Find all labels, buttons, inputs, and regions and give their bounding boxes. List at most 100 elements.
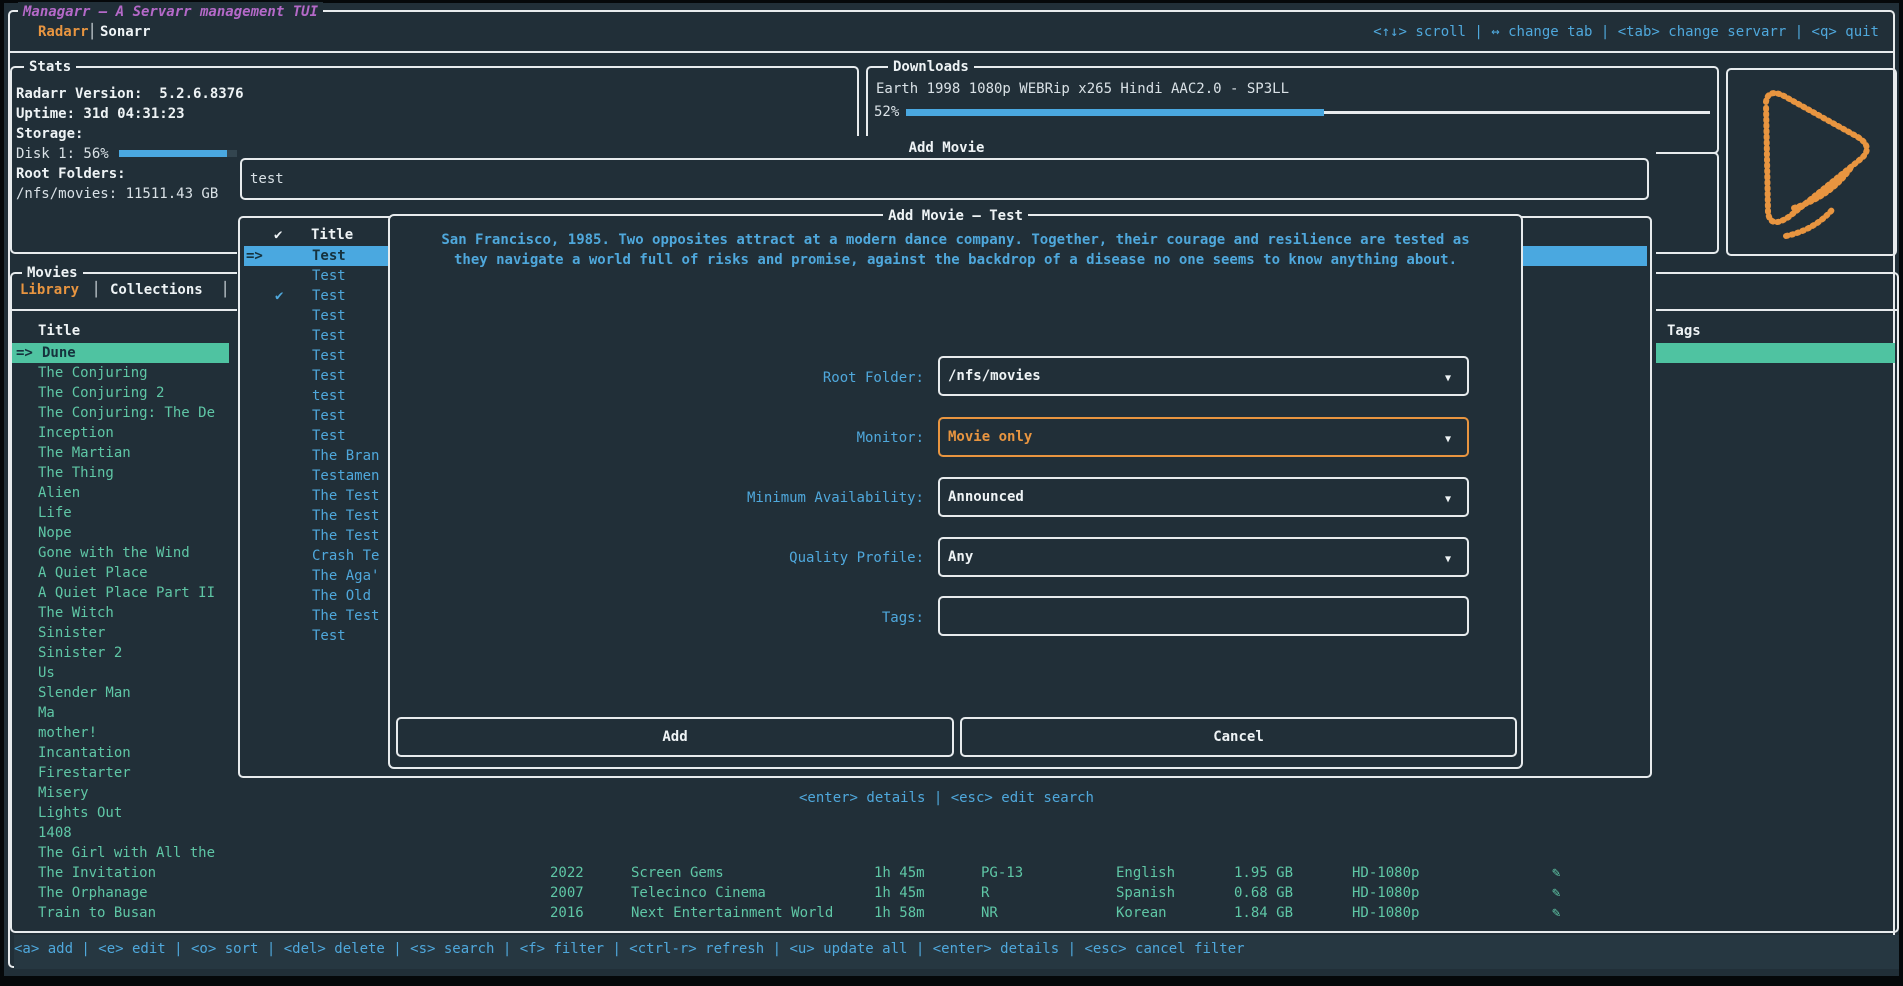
tab-radarr[interactable]: Radarr (38, 22, 89, 42)
monitor-value: Movie only (948, 427, 1032, 447)
movie-row[interactable]: Train to Busan (38, 903, 156, 923)
chevron-down-icon: ▼ (1445, 369, 1451, 389)
stats-rootfolder-line: /nfs/movies: 11511.43 GB (16, 184, 218, 204)
help-bar: <a> add | <e> edit | <o> sort | <del> de… (14, 939, 1245, 959)
library-tab-separator-2: │ (221, 280, 229, 300)
monitor-label: Monitor: (590, 428, 924, 448)
movie-row[interactable]: The Orphanage (38, 883, 148, 903)
movie-certification-cell: NR (981, 903, 998, 923)
add-button[interactable]: Add (396, 717, 954, 757)
result-row[interactable]: Test (312, 366, 346, 386)
movie-row[interactable]: Lights Out (38, 803, 122, 823)
result-row[interactable]: The Aga' (312, 566, 379, 586)
chevron-down-icon: ▼ (1445, 430, 1451, 450)
movie-row[interactable]: A Quiet Place (38, 563, 148, 583)
movie-overview-line2: they navigate a world full of risks and … (390, 250, 1521, 270)
selected-movie-highlight[interactable]: => Dune (12, 343, 229, 363)
result-row[interactable]: Test (312, 346, 346, 366)
stats-storage-label: Storage: (16, 124, 83, 144)
movie-studio-cell: Screen Gems (631, 863, 724, 883)
min-availability-dropdown[interactable]: Announced ▼ (938, 477, 1469, 517)
result-row[interactable]: The Test (312, 606, 379, 626)
result-row[interactable]: Crash Te (312, 546, 379, 566)
modal-title: Add Movie — Test (883, 208, 1028, 224)
managarr-screen: { "window": { "app_title": "Managarr — A… (0, 0, 1903, 986)
result-row[interactable]: Test (312, 266, 346, 286)
movie-row[interactable]: Incantation (38, 743, 131, 763)
movie-row[interactable]: The Martian (38, 443, 131, 463)
movie-row[interactable]: The Invitation (38, 863, 156, 883)
movie-row[interactable]: The Conjuring 2 (38, 383, 164, 403)
movie-row[interactable]: The Conjuring (38, 363, 148, 383)
tags-label: Tags: (590, 608, 924, 628)
movie-row[interactable]: Gone with the Wind (38, 543, 190, 563)
movie-row[interactable]: Life (38, 503, 72, 523)
movie-search-input[interactable]: test (240, 158, 1649, 200)
stats-rootfolders-label: Root Folders: (16, 164, 126, 184)
movie-size-cell: 1.95 GB (1234, 863, 1293, 883)
result-row[interactable]: Test (312, 326, 346, 346)
add-movie-modal: Add Movie — Test San Francisco, 1985. Tw… (388, 214, 1523, 769)
root-folder-dropdown[interactable]: /nfs/movies ▼ (938, 356, 1469, 396)
movie-row[interactable]: The Thing (38, 463, 114, 483)
result-row[interactable]: Test (312, 286, 346, 306)
movie-row[interactable]: The Conjuring: The De (38, 403, 215, 423)
movie-quality-cell: HD-1080p (1352, 903, 1419, 923)
movie-row[interactable]: Sinister 2 (38, 643, 122, 663)
movie-row[interactable]: Nope (38, 523, 72, 543)
terminal-background: Managarr — A Servarr management TUI Rada… (4, 3, 1899, 976)
result-row[interactable]: The Test (312, 506, 379, 526)
tab-sonarr[interactable]: Sonarr (100, 22, 151, 42)
download-progress-fill (906, 109, 1324, 116)
movie-row[interactable]: Firestarter (38, 763, 131, 783)
result-row[interactable]: The Old (312, 586, 371, 606)
logo-panel (1726, 68, 1897, 256)
movie-quality-cell: HD-1080p (1352, 883, 1419, 903)
monitor-dropdown[interactable]: Movie only ▼ (938, 417, 1469, 457)
movie-row[interactable]: 1408 (38, 823, 72, 843)
result-row: Test (312, 246, 346, 266)
chevron-down-icon: ▼ (1445, 490, 1451, 510)
result-check-icon: ✔ (275, 286, 283, 306)
min-availability-value: Announced (948, 487, 1024, 507)
result-row[interactable]: test (312, 386, 346, 406)
movie-year-cell: 2016 (550, 903, 584, 923)
top-keybinds: <↑↓> scroll | ↔ change tab | <tab> chang… (1200, 22, 1879, 42)
downloads-title: Downloads (888, 57, 974, 77)
result-row[interactable]: Testamen (312, 466, 379, 486)
library-tab-collections[interactable]: Collections (110, 280, 203, 300)
movie-size-cell: 1.84 GB (1234, 903, 1293, 923)
movie-row[interactable]: Ma (38, 703, 55, 723)
movie-language-cell: Korean (1116, 903, 1167, 923)
movie-row[interactable]: Us (38, 663, 55, 683)
movie-row[interactable]: The Witch (38, 603, 114, 623)
movie-row[interactable]: Sinister (38, 623, 105, 643)
radarr-logo-icon (1728, 70, 1895, 254)
download-item-title: Earth 1998 1080p WEBRip x265 Hindi AAC2.… (876, 79, 1289, 99)
result-row[interactable]: Test (312, 426, 346, 446)
tags-input[interactable] (938, 596, 1469, 636)
chevron-down-icon: ▼ (1445, 550, 1451, 570)
movie-year-cell: 2007 (550, 883, 584, 903)
library-tab-library[interactable]: Library (20, 280, 79, 300)
result-row[interactable]: The Test (312, 486, 379, 506)
disk-usage-fill (119, 150, 227, 157)
movie-row[interactable]: Slender Man (38, 683, 131, 703)
result-row[interactable]: Test (312, 306, 346, 326)
result-row[interactable]: Test (312, 626, 346, 646)
root-folder-label: Root Folder: (590, 368, 924, 388)
result-row[interactable]: The Bran (312, 446, 379, 466)
movie-row[interactable]: The Girl with All the (38, 843, 215, 863)
stats-uptime: Uptime: 31d 04:31:23 (16, 104, 185, 124)
movie-row[interactable]: Alien (38, 483, 80, 503)
movie-row[interactable]: Misery (38, 783, 89, 803)
result-row[interactable]: Test (312, 406, 346, 426)
movie-row[interactable]: A Quiet Place Part II (38, 583, 215, 603)
movie-studio-cell: Next Entertainment World (631, 903, 833, 923)
cancel-button[interactable]: Cancel (960, 717, 1517, 757)
movie-row[interactable]: mother! (38, 723, 97, 743)
movie-row[interactable]: Inception (38, 423, 114, 443)
result-row[interactable]: The Test (312, 526, 379, 546)
quality-profile-dropdown[interactable]: Any ▼ (938, 537, 1469, 577)
selected-row-tags-highlight (1655, 343, 1895, 363)
